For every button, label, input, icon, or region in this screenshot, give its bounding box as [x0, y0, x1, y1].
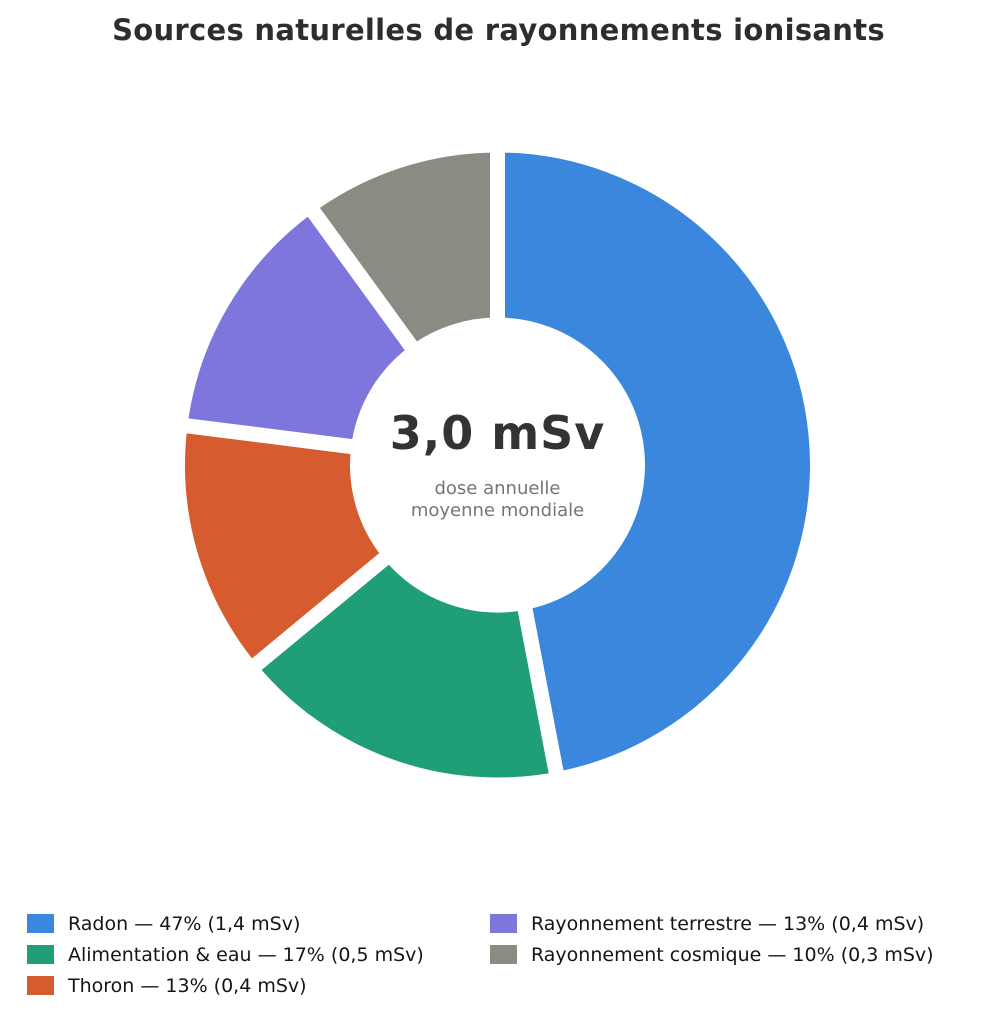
legend-column-right: Rayonnement terrestre — 13% (0,4 mSv) Ray… — [490, 913, 934, 975]
donut-slice-rayonnement-terrestre — [171, 195, 426, 456]
legend-swatch-thoron — [27, 976, 54, 995]
donut-center-value: 3,0 mSv — [389, 406, 606, 460]
legend-swatch-alimentation-eau — [27, 945, 54, 964]
donut-slice-thoron — [170, 416, 401, 680]
donut-center-subtitle-line1: dose annuelle — [434, 478, 561, 499]
donut-center-subtitle-line2: moyenne mondiale — [410, 500, 585, 521]
donut-slice-rayonnement-cosmique — [298, 137, 505, 363]
legend-swatch-rayonnement-terrestre — [490, 914, 517, 933]
legend-swatch-rayonnement-cosmique — [490, 945, 517, 964]
legend-item-thoron: Thoron — 13% (0,4 mSv) — [27, 974, 424, 997]
legend-column-left: Radon — 47% (1,4 mSv) Alimentation & eau … — [27, 913, 424, 1006]
donut-slice-radon — [490, 137, 825, 789]
legend-swatch-radon — [27, 914, 54, 933]
legend-label-radon: Radon — 47% (1,4 mSv) — [68, 912, 301, 935]
donut-center-subtitle: dose annuelle moyenne mondiale — [0, 478, 995, 522]
legend-label-thoron: Thoron — 13% (0,4 mSv) — [68, 974, 307, 997]
chart-title: Sources naturelles de rayonnements ionis… — [112, 13, 885, 47]
legend-label-alimentation-eau: Alimentation & eau — 17% (0,5 mSv) — [68, 943, 424, 966]
legend-item-rayonnement-cosmique: Rayonnement cosmique — 10% (0,3 mSv) — [490, 943, 934, 966]
legend-label-rayonnement-cosmique: Rayonnement cosmique — 10% (0,3 mSv) — [531, 943, 934, 966]
legend-item-radon: Radon — 47% (1,4 mSv) — [27, 912, 424, 935]
legend-item-rayonnement-terrestre: Rayonnement terrestre — 13% (0,4 mSv) — [490, 912, 934, 935]
legend-item-alimentation-eau: Alimentation & eau — 17% (0,5 mSv) — [27, 943, 424, 966]
legend-label-rayonnement-terrestre: Rayonnement terrestre — 13% (0,4 mSv) — [531, 912, 925, 935]
